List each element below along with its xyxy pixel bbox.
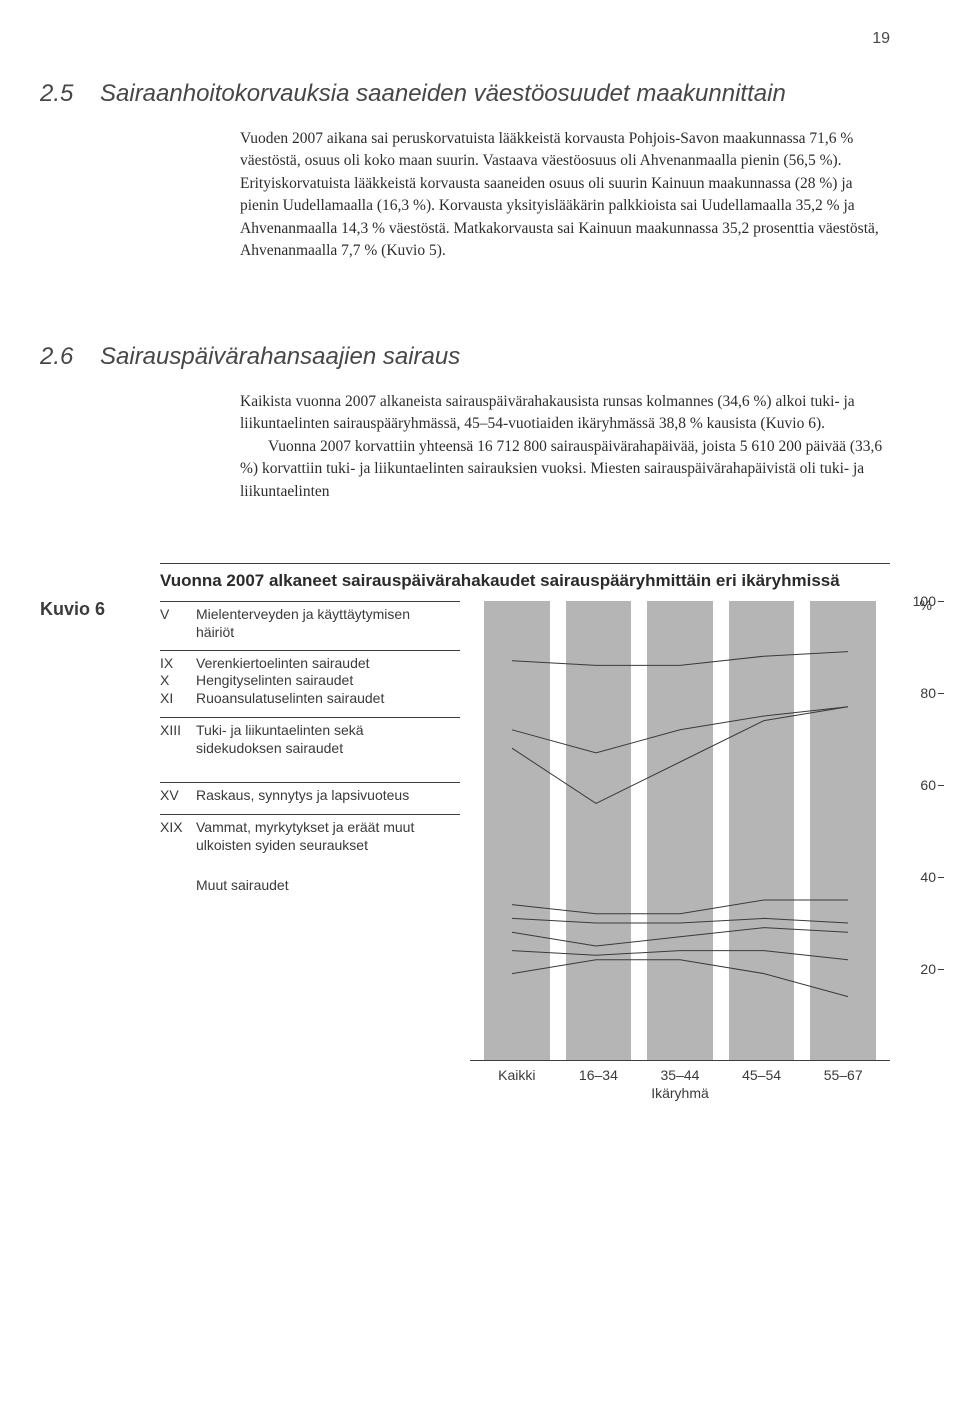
kuvio6-line-XIII_tuki <box>512 900 848 914</box>
legend-group-ix-x-xi: IX Verenkiertoelinten sairaudet X Hengit… <box>160 650 460 718</box>
legend-code-xiii: XIII <box>160 722 196 740</box>
kuvio6-legend: V Mielenterveyden ja käyttäytymisen häir… <box>160 601 460 904</box>
kuvio6-x-label-0: Kaikki <box>484 1067 550 1083</box>
legend-group-xix: XIX Vammat, myrkytykset ja eräät muut ul… <box>160 814 460 863</box>
legend-code-xi: XI <box>160 690 196 708</box>
kuvio6-line-muut <box>512 652 848 666</box>
legend-label-v: Mielenterveyden ja käyttäytymisen <box>196 606 460 624</box>
kuvio6-y-tick-60: 60 <box>920 777 936 793</box>
legend-code-x: X <box>160 672 196 690</box>
legend-label-muut: Muut sairaudet <box>196 877 460 895</box>
kuvio6-line-XV_raskaus <box>512 707 848 804</box>
kuvio6-y-tick-mark-80 <box>938 693 944 694</box>
kuvio6-block: Kuvio 6 Vuonna 2007 alkaneet sairauspäiv… <box>40 563 890 1101</box>
kuvio6-line-X_hengitys <box>512 928 848 946</box>
kuvio6-top-rule <box>160 563 890 564</box>
legend-group-v: V Mielenterveyden ja käyttäytymisen häir… <box>160 601 460 650</box>
legend-label-xiii: Tuki- ja liikuntaelinten sekä <box>196 722 460 740</box>
kuvio6-line-IX_verenkierto <box>512 951 848 960</box>
kuvio6-y-tick-mark-60 <box>938 785 944 786</box>
kuvio6-y-tick-mark-100 <box>938 601 944 602</box>
legend-group-xiii: XIII Tuki- ja liikuntaelinten sekä sidek… <box>160 717 460 782</box>
legend-label-x: Hengityselinten sairaudet <box>196 672 460 690</box>
section-2-6-number: 2.6 <box>40 343 100 371</box>
section-2-5-body: Vuoden 2007 aikana sai peruskorvatuista … <box>240 128 890 263</box>
legend-sub-xix: ulkoisten syiden seuraukset <box>160 837 460 853</box>
legend-label-xi: Ruoansulatuselinten sairaudet <box>196 690 460 708</box>
section-2-6-body: Kaikista vuonna 2007 alkaneista sairausp… <box>240 391 890 503</box>
kuvio6-y-tick-20: 20 <box>920 961 936 977</box>
legend-sub-v: häiriöt <box>160 624 460 640</box>
section-2-6-p1: Kaikista vuonna 2007 alkaneista sairausp… <box>240 391 890 436</box>
kuvio6-y-tick-100: 100 <box>913 593 936 609</box>
legend-label-ix: Verenkiertoelinten sairaudet <box>196 655 460 673</box>
kuvio6-plot: % 10080604020 Kaikki16–3435–4445–5455–67… <box>460 601 890 1101</box>
kuvio6-y-tick-80: 80 <box>920 685 936 701</box>
kuvio6-x-axis <box>470 1060 890 1061</box>
kuvio6-title: Vuonna 2007 alkaneet sairauspäivärahakau… <box>160 570 890 591</box>
kuvio6-line-XIX_vammat <box>512 707 848 753</box>
kuvio6-x-label-1: 16–34 <box>566 1067 632 1083</box>
legend-code-muut <box>160 877 196 895</box>
section-2-5-number: 2.5 <box>40 80 100 108</box>
section-2-5-title: Sairaanhoitokorvauksia saaneiden väestöo… <box>100 80 786 108</box>
section-2-6-title: Sairauspäivärahansaajien sairaus <box>100 343 460 371</box>
kuvio6-line-V_mielenterveys <box>512 960 848 997</box>
legend-code-xix: XIX <box>160 819 196 837</box>
legend-label-xix: Vammat, myrkytykset ja eräät muut <box>196 819 460 837</box>
page-number: 19 <box>872 30 890 48</box>
legend-code-ix: IX <box>160 655 196 673</box>
kuvio6-x-label-4: 55–67 <box>810 1067 876 1083</box>
kuvio6-x-label-2: 35–44 <box>647 1067 713 1083</box>
legend-group-xv: XV Raskaus, synnytys ja lapsivuoteus <box>160 782 460 815</box>
legend-label-xv: Raskaus, synnytys ja lapsivuoteus <box>196 787 460 805</box>
kuvio6-y-tick-mark-40 <box>938 877 944 878</box>
kuvio6-line-XI_ruoansul <box>512 919 848 924</box>
kuvio6-y-tick-mark-20 <box>938 969 944 970</box>
kuvio6-x-label-3: 45–54 <box>729 1067 795 1083</box>
section-2-6-heading: 2.6 Sairauspäivärahansaajien sairaus <box>40 343 890 371</box>
legend-group-muut: Muut sairaudet <box>160 863 460 905</box>
section-2-6-p2: Vuonna 2007 korvattiin yhteensä 16 712 8… <box>240 436 890 503</box>
section-2-5-heading: 2.5 Sairaanhoitokorvauksia saaneiden väe… <box>40 80 890 108</box>
legend-code-xv: XV <box>160 787 196 805</box>
kuvio6-x-axis-title: Ikäryhmä <box>470 1085 890 1101</box>
legend-code-v: V <box>160 606 196 624</box>
kuvio6-label: Kuvio 6 <box>40 563 160 620</box>
section-2-5-p1: Vuoden 2007 aikana sai peruskorvatuista … <box>240 128 890 263</box>
legend-sub-xiii: sidekudoksen sairaudet <box>160 740 460 756</box>
kuvio6-y-tick-40: 40 <box>920 869 936 885</box>
